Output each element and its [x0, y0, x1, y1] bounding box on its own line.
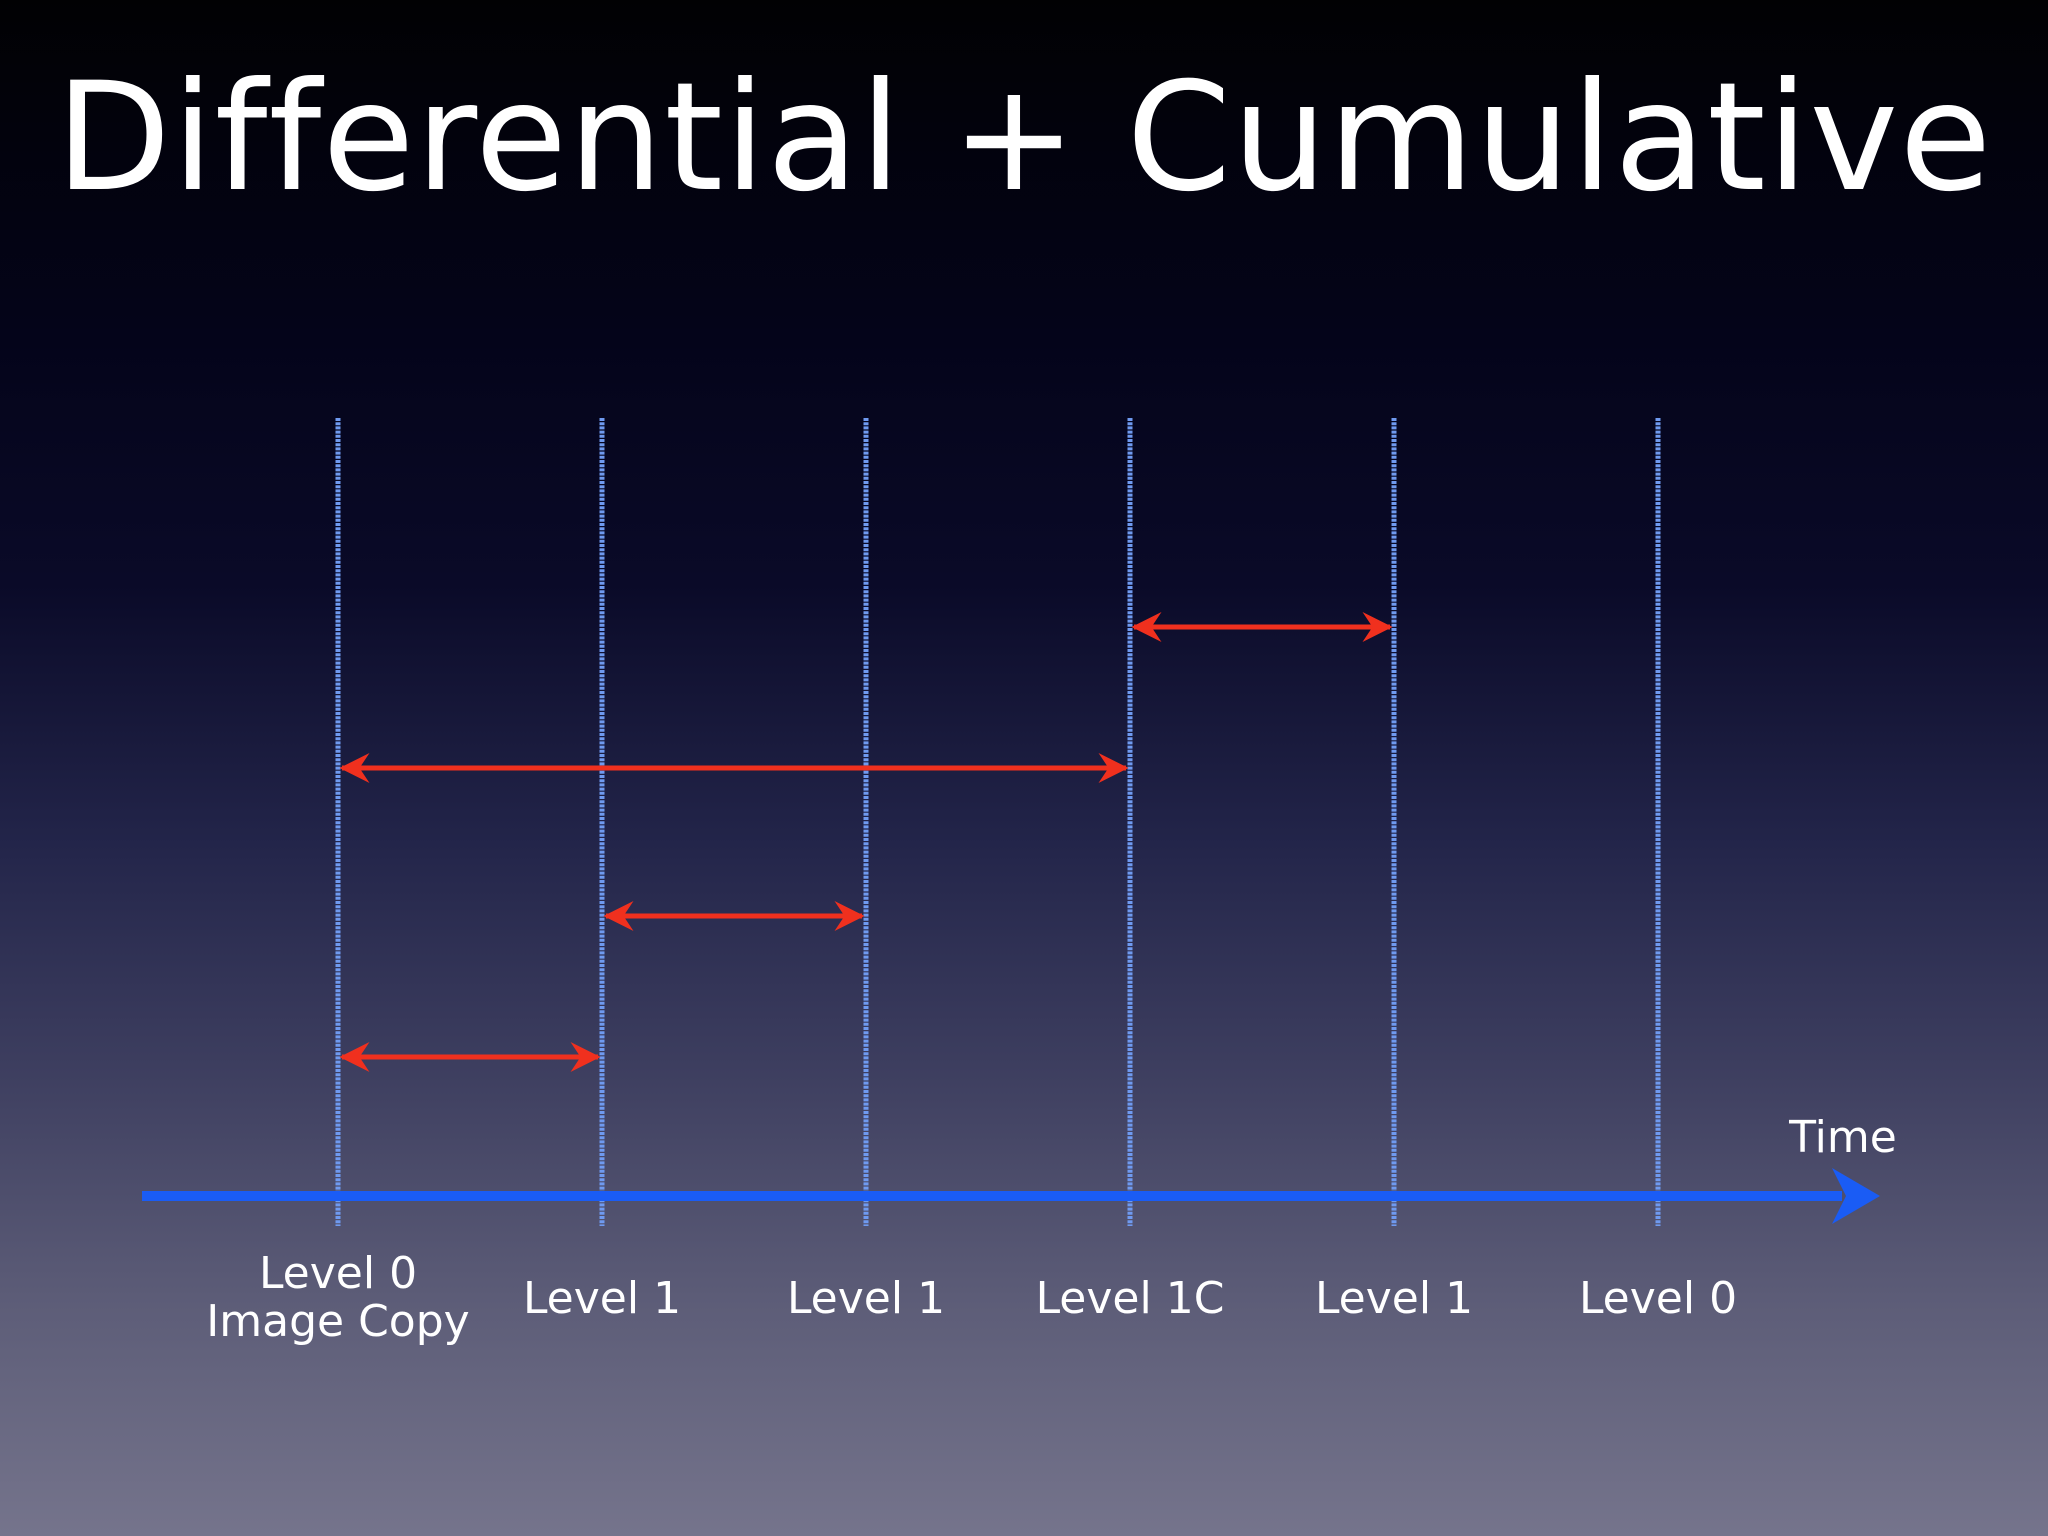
- marker-label-4-line-1: Level 1C: [1036, 1273, 1225, 1324]
- marker-lines: [335, 418, 1661, 1226]
- marker-label-1-line-2: Image Copy: [206, 1296, 469, 1347]
- time-axis: Time: [142, 1112, 1897, 1224]
- marker-label-3-line-1: Level 1: [787, 1273, 945, 1324]
- marker-label-5-line-1: Level 1: [1315, 1273, 1473, 1324]
- marker-label-2-line-1: Level 1: [523, 1273, 681, 1324]
- interval-arrows: [339, 612, 1393, 1072]
- slide-title: Differential + Cumulative: [55, 51, 1993, 225]
- marker-label-1-line-1: Level 0: [259, 1248, 417, 1299]
- time-axis-label: Time: [1788, 1112, 1897, 1163]
- marker-label-6-line-1: Level 0: [1579, 1273, 1737, 1324]
- time-axis-arrowhead: [1832, 1168, 1880, 1224]
